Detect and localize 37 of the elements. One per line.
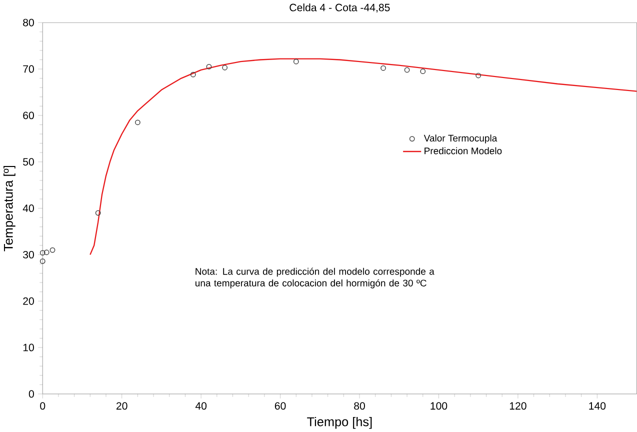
y-axis-title: Temperatura [º]: [4, 166, 16, 252]
point: [420, 68, 426, 74]
y-tick-label: 10: [23, 344, 34, 352]
point: [206, 64, 212, 70]
x-tick-label: 60: [274, 402, 286, 410]
point: [293, 58, 299, 64]
point: [190, 72, 196, 78]
y-tick-label: 30: [23, 250, 34, 258]
point: [40, 258, 46, 264]
x-tick-label: 140: [589, 402, 606, 410]
y-tick-label: 0: [28, 390, 34, 398]
point: [404, 67, 410, 72]
point: [134, 120, 140, 125]
x-tick-label: 80: [354, 402, 365, 410]
y-tick-label: 40: [22, 204, 34, 212]
point: [95, 210, 101, 216]
x-tick-label: 0: [40, 402, 46, 410]
point: [222, 64, 228, 70]
point: [44, 250, 50, 255]
x-tick-label: 100: [430, 402, 448, 410]
y-tick-label: 80: [23, 18, 34, 26]
legend-label: Valor Termocupla: [424, 134, 498, 144]
point: [476, 72, 482, 78]
x-tick-label: 40: [195, 402, 207, 410]
chart-title: Celda 4 - Cota -44,85: [290, 3, 390, 12]
y-tick-label: 70: [23, 65, 34, 73]
x-tick-label: 120: [510, 402, 526, 410]
point: [50, 247, 56, 253]
y-tick-label: 50: [23, 158, 34, 166]
point: [40, 250, 46, 256]
legend-label: Prediccion Modelo: [424, 147, 502, 154]
x-tick-label: 20: [116, 402, 128, 410]
x-axis-title: Tiempo [hs]: [307, 416, 372, 429]
y-tick-label: 20: [23, 297, 34, 305]
annotation: Nota: La curva de predicción del modelo corresponde a una temperatura de colocacion del hormigón de 30 ºC: [196, 268, 434, 288]
point: [380, 65, 386, 71]
y-tick-label: 60: [23, 112, 34, 120]
